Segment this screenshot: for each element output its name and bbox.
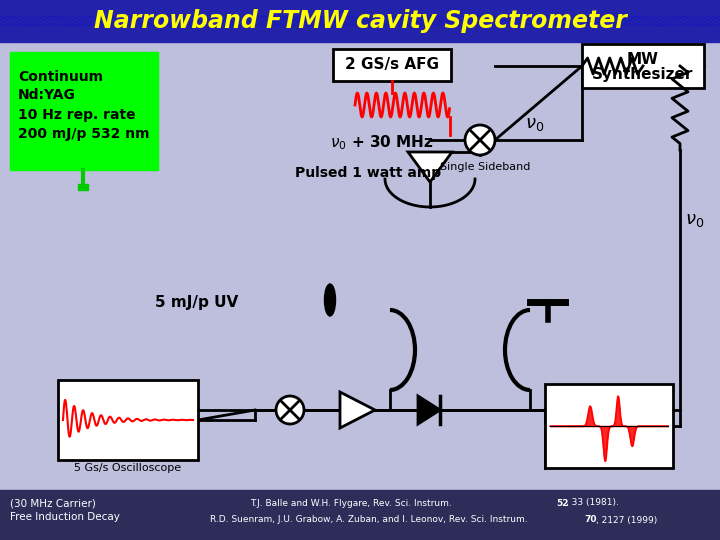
Circle shape xyxy=(465,125,495,155)
Text: 52: 52 xyxy=(556,498,569,508)
Text: Nd:YAG: Nd:YAG xyxy=(18,88,76,102)
Text: 10 Hz rep. rate: 10 Hz rep. rate xyxy=(18,108,135,122)
Bar xyxy=(0,0,720,42)
Text: 5 Gs/s Oscilloscope: 5 Gs/s Oscilloscope xyxy=(74,463,181,473)
Bar xyxy=(78,184,88,190)
Text: 5 mJ/p UV: 5 mJ/p UV xyxy=(155,294,238,309)
Text: 2 GS/s AFG: 2 GS/s AFG xyxy=(345,57,439,72)
Text: Pulsed 1 watt amp: Pulsed 1 watt amp xyxy=(295,166,441,180)
Bar xyxy=(333,49,451,81)
Text: MW: MW xyxy=(627,52,659,67)
Bar xyxy=(58,380,198,460)
Text: Free Induction Decay: Free Induction Decay xyxy=(10,512,120,522)
Bar xyxy=(0,490,720,540)
Text: , 2127 (1999): , 2127 (1999) xyxy=(596,516,657,524)
Polygon shape xyxy=(418,396,440,424)
Text: Single Sideband: Single Sideband xyxy=(440,162,530,172)
Polygon shape xyxy=(408,152,452,182)
Polygon shape xyxy=(340,392,375,428)
Circle shape xyxy=(276,396,304,424)
Text: $\nu_0$ + 30 MHz: $\nu_0$ + 30 MHz xyxy=(330,133,433,152)
Text: , 33 (1981).: , 33 (1981). xyxy=(566,498,619,508)
Bar xyxy=(0,42,720,490)
Text: T.J. Balle and W.H. Flygare, Rev. Sci. Instrum.: T.J. Balle and W.H. Flygare, Rev. Sci. I… xyxy=(250,498,454,508)
Text: $\nu_0$: $\nu_0$ xyxy=(526,115,544,133)
Text: 70: 70 xyxy=(584,516,596,524)
Text: 200 mJ/p 532 nm: 200 mJ/p 532 nm xyxy=(18,127,150,141)
Text: $\nu_0$: $\nu_0$ xyxy=(685,211,705,229)
Bar xyxy=(545,384,673,468)
Bar xyxy=(582,44,704,88)
Bar xyxy=(10,52,158,170)
Text: (30 MHz Carrier): (30 MHz Carrier) xyxy=(10,498,96,508)
Text: R.D. Suenram, J.U. Grabow, A. Zuban, and I. Leonov, Rev. Sci. Instrum.: R.D. Suenram, J.U. Grabow, A. Zuban, and… xyxy=(210,516,531,524)
Text: Synthesizer: Synthesizer xyxy=(593,68,693,82)
Text: Narrowband FTMW cavity Spectrometer: Narrowband FTMW cavity Spectrometer xyxy=(94,9,626,33)
Ellipse shape xyxy=(325,284,336,316)
Text: Continuum: Continuum xyxy=(18,70,103,84)
